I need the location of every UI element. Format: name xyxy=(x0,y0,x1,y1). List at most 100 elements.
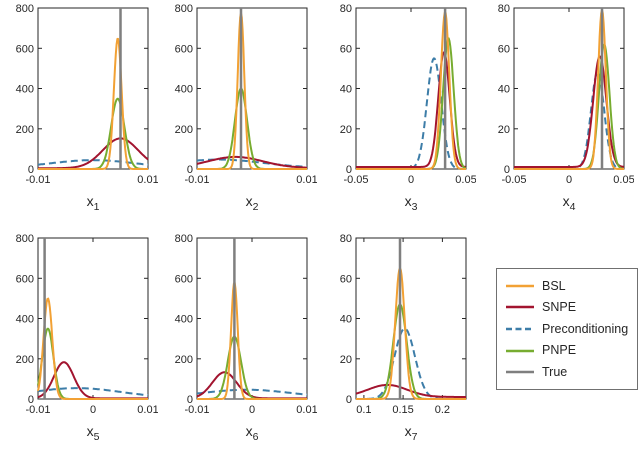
x-tick-label: -0.01 xyxy=(25,404,50,416)
subplot-x7: 0.1 0.15 0.2 0 20 40 60 80 x7 xyxy=(318,230,476,458)
legend-label: BSL xyxy=(542,278,566,293)
legend-line-preconditioning-icon xyxy=(506,327,534,331)
y-tick-label: 400 xyxy=(16,314,34,326)
curve-snpe-x3 xyxy=(355,51,467,168)
legend-item-pnpe: PNPE xyxy=(505,344,629,358)
xlabel-x7: x7 xyxy=(405,423,418,443)
y-tick-label: 800 xyxy=(175,233,193,245)
x-tick-label: 0.01 xyxy=(137,174,158,186)
legend-label: True xyxy=(542,364,568,379)
subplot-x5: -0.01 0 0.01 0 200 400 600 800 x5 xyxy=(0,230,159,458)
x-tick-label: 0.05 xyxy=(455,174,476,186)
y-tick-label: 0 xyxy=(187,394,193,406)
x-tick-label: 0.01 xyxy=(296,174,317,186)
x-tick-label: -0.01 xyxy=(184,174,209,186)
y-tick-label: 800 xyxy=(16,233,34,245)
legend-line-true-icon xyxy=(506,370,534,374)
y-tick-label: 40 xyxy=(498,84,510,96)
x-tick-label: 0 xyxy=(249,404,255,416)
y-tick-label: 200 xyxy=(175,354,193,366)
subplot-x1: -0.01 0.01 0 200 400 600 800 x1 xyxy=(0,0,159,228)
y-tick-label: 40 xyxy=(340,314,352,326)
xlabel-x2: x2 xyxy=(246,193,259,213)
y-tick-label: 400 xyxy=(175,84,193,96)
y-tick-label: 20 xyxy=(498,124,510,136)
y-tick-label: 400 xyxy=(175,314,193,326)
curve-bsl-x3 xyxy=(355,11,467,170)
subplot-x3: -0.05 0 0.05 0 20 40 60 80 x3 xyxy=(318,0,477,228)
y-tick-label: 200 xyxy=(16,354,34,366)
legend-item-bsl: BSL xyxy=(505,279,629,293)
curve-bsl-x7 xyxy=(355,267,467,400)
curve-snpe-x2 xyxy=(196,155,308,169)
y-tick-label: 0 xyxy=(28,394,34,406)
subplot-x6: -0.01 0 0.01 0 200 400 600 800 x6 xyxy=(159,230,318,458)
y-tick-label: 200 xyxy=(175,124,193,136)
curve-bsl-x5 xyxy=(37,297,149,400)
y-tick-label: 20 xyxy=(340,124,352,136)
y-tick-label: 20 xyxy=(340,354,352,366)
y-tick-label: 60 xyxy=(340,273,352,285)
subplot-x2-canvas: -0.01 0.01 0 200 400 600 800 x2 xyxy=(175,3,318,213)
y-tick-label: 60 xyxy=(498,43,510,55)
xlabel-x5: x5 xyxy=(87,423,100,443)
y-tick-label: 800 xyxy=(175,3,193,15)
axes-box xyxy=(196,7,308,170)
x-tick-label: -0.05 xyxy=(501,174,526,186)
legend-label: PNPE xyxy=(542,343,577,358)
y-tick-label: 0 xyxy=(504,164,510,176)
y-tick-label: 80 xyxy=(340,233,352,245)
curve-bsl-x1 xyxy=(37,37,149,170)
y-tick-label: 80 xyxy=(340,3,352,15)
y-tick-label: 600 xyxy=(175,273,193,285)
x-tick-label: -0.05 xyxy=(343,174,368,186)
y-tick-label: 600 xyxy=(175,43,193,55)
curve-pnpe-x2 xyxy=(196,87,308,170)
legend-item-preconditioning: Preconditioning xyxy=(505,322,629,336)
y-tick-label: 0 xyxy=(187,164,193,176)
curve-bsl-x4 xyxy=(513,9,625,170)
x-tick-label: 0.15 xyxy=(392,404,413,416)
y-tick-label: 0 xyxy=(28,164,34,176)
y-tick-label: 600 xyxy=(16,43,34,55)
y-tick-label: 60 xyxy=(340,43,352,55)
y-tick-label: 400 xyxy=(16,84,34,96)
subplot-x2: -0.01 0.01 0 200 400 600 800 x2 xyxy=(159,0,318,228)
curve-pnpe-x7 xyxy=(355,303,467,400)
xlabel-x6: x6 xyxy=(246,423,259,443)
legend-label: SNPE xyxy=(542,300,577,315)
legend-line-pnpe-icon xyxy=(506,349,534,352)
curve-preconditioning-x5 xyxy=(37,387,149,397)
curve-bsl-x6 xyxy=(196,281,308,400)
y-tick-label: 0 xyxy=(346,164,352,176)
x-tick-label: -0.01 xyxy=(25,174,50,186)
legend-item-true: True xyxy=(505,365,629,379)
y-tick-label: 80 xyxy=(498,3,510,15)
x-tick-label: 0 xyxy=(408,174,414,186)
x-tick-label: 0 xyxy=(90,404,96,416)
y-tick-label: 0 xyxy=(346,394,352,406)
y-tick-label: 200 xyxy=(16,124,34,136)
curve-preconditioning-x6 xyxy=(196,388,308,396)
legend-line-snpe-icon xyxy=(506,306,534,309)
legend-line-bsl-icon xyxy=(506,284,534,288)
y-tick-label: 40 xyxy=(340,84,352,96)
subplot-x1-canvas: -0.01 0.01 0 200 400 600 800 x1 xyxy=(16,3,159,213)
legend: BSL SNPE Preconditioning PNPE True xyxy=(496,268,638,390)
curve-snpe-x6 xyxy=(196,371,308,400)
x-tick-label: 0.05 xyxy=(613,174,634,186)
x-tick-label: 0.1 xyxy=(356,404,371,416)
xlabel-x1: x1 xyxy=(87,193,100,213)
x-tick-label: 0.01 xyxy=(137,404,158,416)
x-tick-label: 0.2 xyxy=(435,404,450,416)
xlabel-x4: x4 xyxy=(563,193,576,213)
subplot-x7-canvas: 0.1 0.15 0.2 0 20 40 60 80 x7 xyxy=(340,233,467,443)
x-tick-label: 0 xyxy=(566,174,572,186)
xlabel-x3: x3 xyxy=(405,193,418,213)
curve-snpe-x4 xyxy=(513,55,625,168)
y-tick-label: 600 xyxy=(16,273,34,285)
